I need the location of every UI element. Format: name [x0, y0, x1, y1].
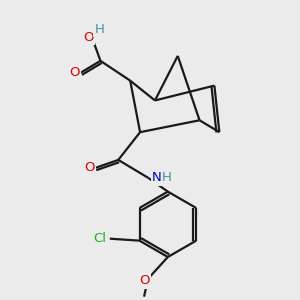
Text: Cl: Cl [93, 232, 106, 245]
Text: O: O [70, 66, 80, 79]
Text: O: O [139, 274, 149, 287]
Text: N: N [152, 171, 162, 184]
Text: H: H [162, 171, 172, 184]
Text: H: H [94, 22, 104, 36]
Text: O: O [84, 161, 95, 174]
Text: O: O [83, 31, 94, 44]
